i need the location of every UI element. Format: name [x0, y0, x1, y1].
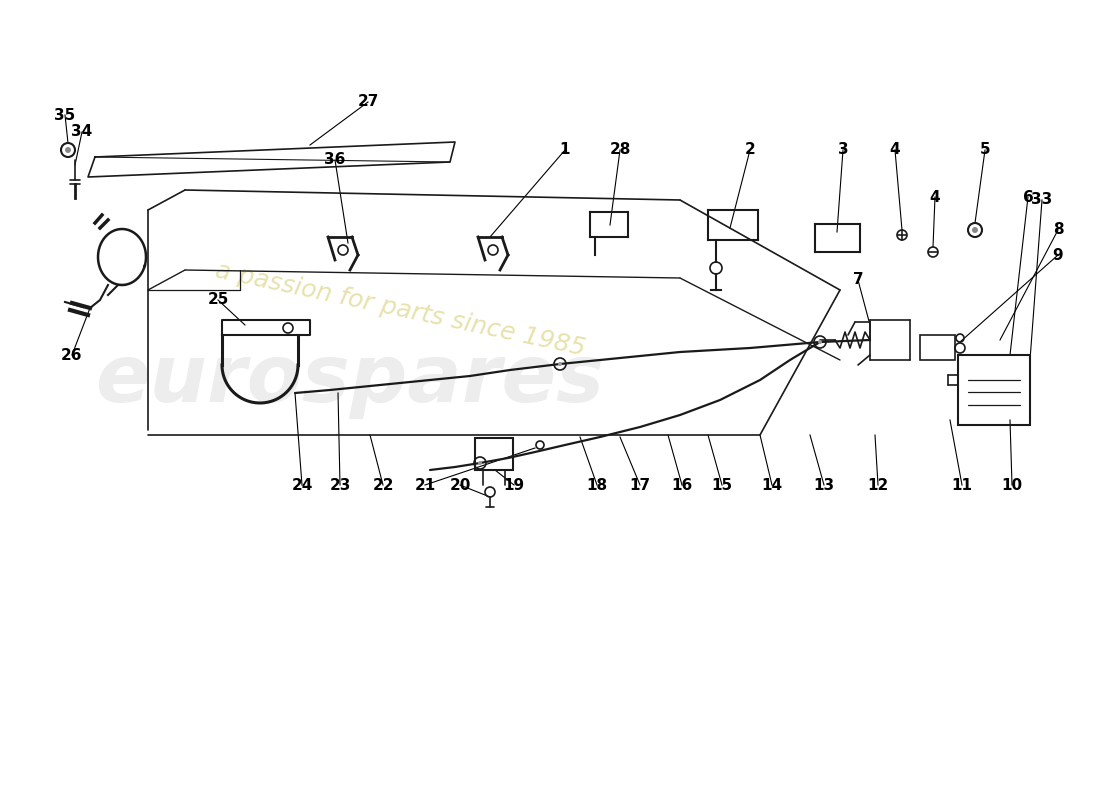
- Text: 27: 27: [358, 94, 378, 110]
- Circle shape: [818, 340, 822, 344]
- Text: 35: 35: [54, 107, 76, 122]
- Bar: [958, 355, 1030, 425]
- Text: 21: 21: [415, 478, 436, 493]
- Text: 12: 12: [868, 478, 889, 493]
- Text: 24: 24: [292, 478, 312, 493]
- Text: 13: 13: [813, 478, 835, 493]
- Text: 19: 19: [504, 478, 525, 493]
- Text: 23: 23: [329, 478, 351, 493]
- Circle shape: [972, 227, 978, 233]
- Text: 14: 14: [761, 478, 782, 493]
- Text: 25: 25: [207, 293, 229, 307]
- Text: 5: 5: [980, 142, 990, 158]
- Text: 7: 7: [852, 273, 864, 287]
- Text: 6: 6: [1023, 190, 1033, 205]
- Circle shape: [558, 362, 562, 366]
- Text: 2: 2: [745, 142, 756, 158]
- Bar: [475, 438, 513, 470]
- Text: 17: 17: [629, 478, 650, 493]
- Text: 4: 4: [890, 142, 900, 158]
- Text: 15: 15: [712, 478, 733, 493]
- Text: 3: 3: [838, 142, 848, 158]
- Text: 4: 4: [930, 190, 940, 205]
- Text: 1: 1: [560, 142, 570, 158]
- Text: 18: 18: [586, 478, 607, 493]
- Circle shape: [65, 147, 72, 153]
- Text: 8: 8: [1053, 222, 1064, 238]
- Text: 28: 28: [609, 142, 630, 158]
- Text: 26: 26: [62, 347, 82, 362]
- Text: a passion for parts since 1985: a passion for parts since 1985: [212, 259, 587, 361]
- Text: 16: 16: [671, 478, 693, 493]
- Text: 34: 34: [72, 125, 92, 139]
- Text: 22: 22: [372, 478, 394, 493]
- Text: 36: 36: [324, 153, 345, 167]
- Bar: [920, 335, 955, 360]
- Text: 11: 11: [952, 478, 972, 493]
- Circle shape: [478, 461, 482, 465]
- Text: 20: 20: [449, 478, 471, 493]
- Text: 9: 9: [1053, 247, 1064, 262]
- Text: 33: 33: [1032, 193, 1053, 207]
- Text: 10: 10: [1001, 478, 1023, 493]
- Text: eurospares: eurospares: [96, 341, 605, 419]
